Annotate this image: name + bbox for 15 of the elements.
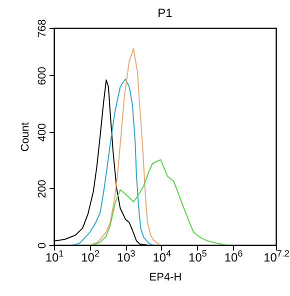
x-tick-label: 10$^{2}$ bbox=[81, 248, 100, 264]
y-axis-title: Count bbox=[20, 122, 32, 152]
x-tick-label: 10$^{5}$ bbox=[188, 248, 207, 264]
x-tick-label: 10$^{7.2}$ bbox=[264, 248, 290, 264]
x-tick-label: 10$^{6}$ bbox=[224, 248, 243, 264]
x-axis-title: EP4-H bbox=[149, 272, 182, 284]
y-tick-label: 768 bbox=[36, 19, 48, 38]
y-tick-label: 0 bbox=[36, 242, 48, 249]
y-tick-label: 400 bbox=[36, 123, 48, 142]
y-tick-label: 600 bbox=[36, 66, 48, 86]
x-tick-label: 10$^{4}$ bbox=[152, 248, 172, 264]
y-tick-label: 200 bbox=[36, 180, 48, 198]
x-tick-label: 10$^{3}$ bbox=[116, 248, 136, 264]
x-tick-label: 10$^{1}$ bbox=[45, 248, 64, 264]
chart-title: P1 bbox=[158, 6, 173, 20]
